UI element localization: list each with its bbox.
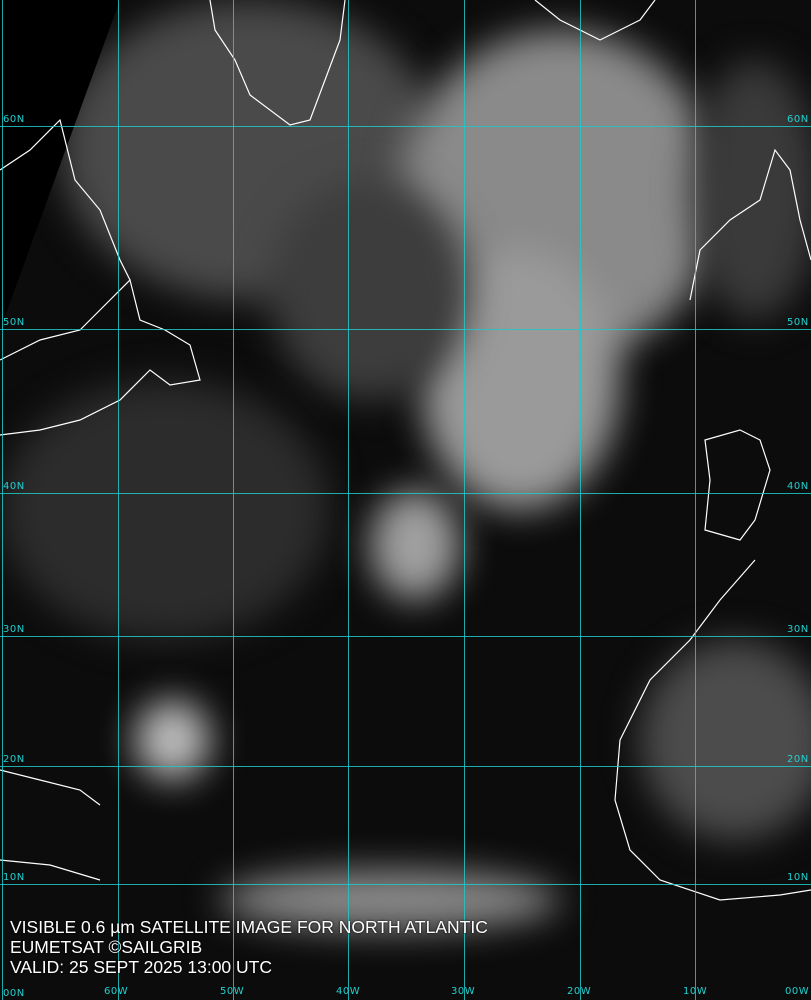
coast-africa bbox=[614, 559, 811, 901]
gridline-50n bbox=[0, 329, 811, 330]
lat-label-30n-left: 30N bbox=[3, 624, 25, 635]
lon-label-20w: 20W bbox=[567, 986, 592, 997]
caption-valid-time: VALID: 25 SEPT 2025 13:00 UTC bbox=[10, 957, 272, 977]
gridline-30n bbox=[0, 636, 811, 637]
lat-label-60n-right: 60N bbox=[787, 114, 809, 125]
caption-title: VISIBLE 0.6 µm SATELLITE IMAGE FOR NORTH… bbox=[10, 917, 488, 937]
coast-british-isles bbox=[689, 148, 811, 301]
coast-caribbean bbox=[0, 769, 101, 881]
image-caption: VISIBLE 0.6 µm SATELLITE IMAGE FOR NORTH… bbox=[10, 917, 488, 977]
coast-newfoundland bbox=[0, 278, 201, 436]
lat-label-20n-left: 20N bbox=[3, 754, 25, 765]
lat-label-50n-right: 50N bbox=[787, 317, 809, 328]
lon-label-40w: 40W bbox=[336, 986, 361, 997]
coast-greenland bbox=[209, 0, 346, 126]
gridline-60w bbox=[118, 0, 119, 1000]
lat-label-50n-left: 50N bbox=[3, 317, 25, 328]
lat-label-20n-right: 20N bbox=[787, 754, 809, 765]
gridline-70w bbox=[2, 0, 3, 1000]
cloud-sahara bbox=[640, 640, 811, 840]
gridline-40n bbox=[0, 493, 811, 494]
gridline-10n bbox=[0, 884, 811, 885]
lat-label-30n-right: 30N bbox=[787, 624, 809, 635]
gridline-20w bbox=[580, 0, 581, 1000]
lat-label-10n-left: 10N bbox=[3, 872, 25, 883]
lat-label-00n-left: 00N bbox=[3, 988, 25, 999]
gridline-10w bbox=[695, 0, 696, 1000]
lon-label-50w: 50W bbox=[220, 986, 245, 997]
coast-labrador bbox=[0, 118, 131, 281]
cloud-cellular bbox=[270, 180, 470, 400]
cloud-europe bbox=[690, 60, 811, 320]
coast-iberia bbox=[704, 429, 771, 541]
lat-label-40n-left: 40N bbox=[3, 481, 25, 492]
lon-label-60w: 60W bbox=[104, 986, 129, 997]
gridline-20n bbox=[0, 766, 811, 767]
gridline-60n bbox=[0, 126, 811, 127]
gridline-50w bbox=[233, 0, 234, 1000]
gridline-40w bbox=[348, 0, 349, 1000]
cloud-west-atlantic bbox=[0, 380, 330, 640]
lat-label-40n-right: 40N bbox=[787, 481, 809, 492]
gridline-30w bbox=[464, 0, 465, 1000]
lon-label-30w: 30W bbox=[451, 986, 476, 997]
lat-label-60n-left: 60N bbox=[3, 114, 25, 125]
no-data-wedge bbox=[0, 0, 120, 330]
caption-credit: EUMETSAT ©SAILGRIB bbox=[10, 937, 203, 957]
cloud-storm-30n bbox=[370, 490, 460, 600]
cloud-itcz bbox=[220, 870, 560, 930]
coast-iceland bbox=[534, 0, 656, 41]
lat-label-10n-right: 10N bbox=[787, 872, 809, 883]
lon-label-10w: 10W bbox=[683, 986, 708, 997]
lon-label-00w: 00W bbox=[785, 986, 810, 997]
